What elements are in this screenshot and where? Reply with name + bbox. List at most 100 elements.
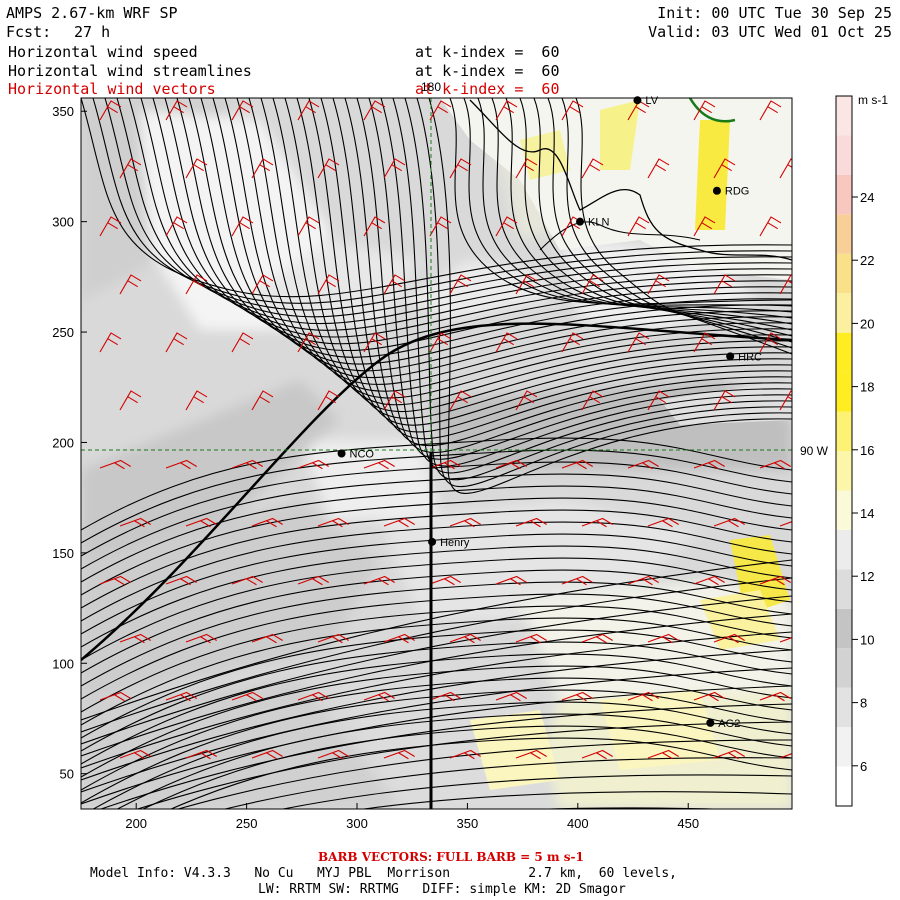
wind-barb	[759, 575, 791, 586]
y-tick-label: 50	[60, 767, 74, 782]
streamline	[81, 521, 792, 622]
streamline	[81, 685, 792, 805]
streamline	[280, 774, 792, 809]
colorbar: 24 22 20 18 16 14 12 10 8 6	[835, 95, 874, 807]
colorbar-swatch	[836, 529, 852, 570]
streamline	[81, 649, 792, 781]
streamline	[477, 98, 792, 313]
streamline	[222, 757, 792, 809]
streamline	[533, 98, 792, 337]
wind-barb	[495, 216, 518, 237]
station-marker	[337, 449, 346, 458]
streamline	[116, 713, 792, 809]
wind-barb	[363, 332, 386, 353]
wind-barb	[647, 158, 670, 179]
field-level-vectors: at k-index = 60	[415, 80, 560, 98]
wind-barb	[581, 274, 604, 295]
wind-barb	[581, 390, 604, 411]
wind-barb	[165, 332, 188, 353]
field-level-wind-speed: at k-index = 60	[415, 43, 560, 61]
colorbar-swatch	[836, 451, 852, 491]
model-info-line: Model Info: V4.3.3 No Cu MYJ PBL Morriso…	[90, 866, 677, 881]
wind-barb	[759, 332, 782, 353]
wind-barb	[317, 274, 340, 295]
wind-barb	[99, 691, 131, 702]
station-label: KLN	[588, 217, 609, 229]
streamline	[359, 791, 792, 809]
wind-barb	[561, 575, 593, 586]
wind-barb	[713, 517, 745, 528]
wind-barb	[119, 633, 151, 644]
wind-barb	[231, 100, 254, 121]
y-tick-label: 350	[52, 104, 74, 119]
streamline	[463, 98, 792, 307]
field-name-wind-speed: Horizontal wind speed	[8, 43, 198, 61]
wind-barb	[627, 216, 650, 237]
colorbar-swatch	[836, 687, 852, 728]
wind-barb	[99, 575, 131, 586]
wind-barb	[561, 332, 584, 353]
wind-barb	[449, 517, 481, 528]
streamline	[416, 98, 792, 487]
colorbar-swatch	[836, 214, 852, 254]
wind-barb	[693, 691, 725, 702]
wind-barb	[759, 691, 791, 702]
wind-barb	[495, 332, 518, 353]
colorbar-swatch	[836, 293, 852, 333]
colorbar-swatch	[836, 569, 852, 609]
wind-barb	[495, 691, 527, 702]
wind-barb	[581, 517, 613, 528]
wind-barb	[449, 749, 481, 760]
colorbar-tick-label: 10	[860, 632, 874, 647]
streamline	[81, 641, 792, 752]
wind-barb	[251, 633, 283, 644]
streamline	[532, 807, 729, 809]
streamline	[81, 461, 792, 557]
streamline	[188, 98, 792, 358]
wind-barb	[779, 158, 792, 179]
wind-barb	[363, 216, 386, 237]
wind-barb	[231, 575, 263, 586]
station-marker	[712, 186, 721, 195]
streamline	[561, 98, 792, 349]
station-marker	[633, 96, 642, 105]
colorbar-swatch	[836, 174, 852, 215]
wind-barb	[317, 517, 349, 528]
wind-barb	[449, 633, 481, 644]
streamline	[547, 98, 792, 343]
streamline	[81, 617, 792, 726]
colorbar-swatch	[836, 490, 852, 530]
wind-barb	[515, 517, 547, 528]
wind-barb	[429, 216, 452, 237]
wind-barb	[165, 691, 197, 702]
streamline	[81, 473, 792, 570]
wind-barb	[251, 274, 274, 295]
y-tick-label: 100	[52, 656, 74, 671]
wind-barb	[231, 459, 263, 470]
streamline	[344, 98, 792, 447]
wind-barb	[317, 390, 340, 411]
wind-barb	[561, 691, 593, 702]
wind-barb	[779, 637, 792, 643]
valid-time: Valid: 03 UTC Wed 01 Oct 25	[648, 23, 892, 41]
wind-barb	[429, 691, 461, 702]
wind-barb	[713, 749, 745, 760]
wind-barb	[693, 332, 716, 353]
streamline	[81, 449, 792, 544]
field-name-streamlines: Horizontal wind streamlines	[8, 62, 252, 80]
wind-barb	[429, 575, 461, 586]
init-time: Init: 00 UTC Tue 30 Sep 25	[657, 4, 892, 22]
streamline	[81, 631, 792, 769]
wind-barb	[495, 459, 527, 470]
y-axis: 50 100 150 200 250 300 350	[52, 104, 87, 782]
wind-barb	[713, 390, 736, 411]
streamline	[81, 569, 792, 674]
streamline	[519, 98, 792, 331]
colorbar-swatch	[836, 332, 852, 373]
field-name-vectors: Horizontal wind vectors	[8, 80, 216, 98]
streamline	[81, 497, 792, 596]
wind-barb	[383, 158, 406, 179]
y-tick-label: 200	[52, 435, 74, 450]
streamline	[332, 98, 792, 440]
